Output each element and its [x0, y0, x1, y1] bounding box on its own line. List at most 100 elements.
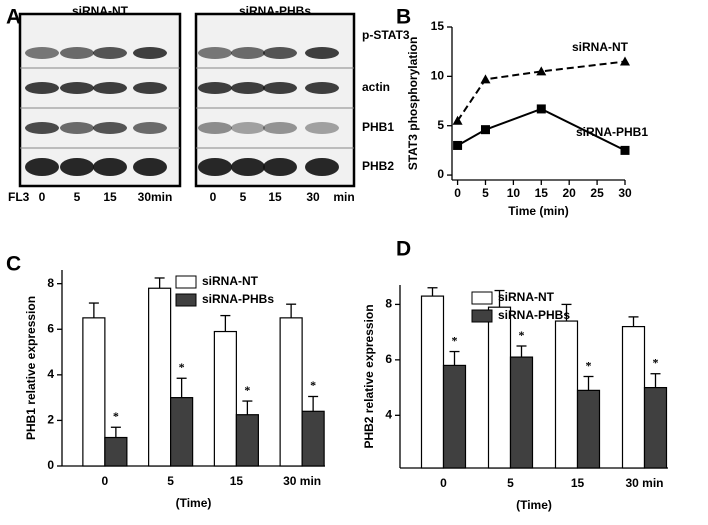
series-label: siRNA-PHB1	[576, 125, 648, 139]
blot-band	[60, 82, 94, 94]
blot-band	[60, 122, 94, 134]
time-label: 15	[103, 190, 117, 204]
x-tick-label: 30 min	[625, 476, 663, 490]
marker	[536, 104, 546, 114]
time-label: 0	[39, 190, 46, 204]
marker	[480, 74, 491, 84]
bar	[148, 287, 172, 467]
bar	[420, 295, 445, 469]
x-tick-label: 0	[102, 474, 109, 488]
treatment-label: FL3	[8, 190, 30, 204]
y-tick-label: 2	[47, 413, 54, 427]
x-tick-label: 0	[440, 476, 447, 490]
legend-swatch	[471, 309, 493, 323]
significance-mark: *	[310, 378, 316, 392]
x-tick-label: 0	[454, 186, 461, 200]
blot-band	[93, 82, 127, 94]
blot-band	[133, 122, 167, 134]
y-tick-label: 10	[431, 69, 445, 83]
blot-band	[25, 47, 59, 59]
significance-mark: *	[586, 358, 592, 372]
marker	[452, 115, 463, 125]
y-tick-label: 8	[385, 297, 392, 311]
blot-band	[231, 47, 265, 59]
blot-band	[198, 82, 232, 94]
significance-mark: *	[452, 333, 458, 347]
significance-mark: *	[179, 360, 185, 374]
x-axis-label: Time (min)	[508, 204, 568, 218]
legend-swatch	[471, 291, 493, 305]
x-tick-label: 5	[507, 476, 514, 490]
bar	[104, 436, 128, 467]
y-axis-label: PHB2 relative expression	[362, 304, 376, 448]
bar	[487, 306, 512, 469]
blot-band	[305, 122, 339, 134]
series-line	[456, 60, 626, 122]
x-tick-label: 15	[230, 474, 244, 488]
x-tick-label: 15	[535, 186, 549, 200]
series-label: siRNA-NT	[572, 40, 629, 54]
blot-row-label: actin	[362, 80, 390, 94]
bar	[576, 389, 601, 469]
blot-band	[198, 158, 232, 176]
x-tick-label: 30 min	[283, 474, 321, 488]
blot-band	[133, 158, 167, 176]
time-label: min	[333, 190, 354, 204]
bar	[301, 410, 325, 467]
blot-band	[305, 82, 339, 94]
blot-frame	[194, 12, 356, 188]
marker	[536, 66, 547, 76]
bar	[170, 397, 194, 467]
x-tick-label: 20	[563, 186, 577, 200]
panel-label: C	[6, 253, 21, 276]
bar	[509, 356, 534, 469]
blot-band	[93, 158, 127, 176]
time-label: 5	[74, 190, 81, 204]
y-tick-label: 6	[47, 321, 54, 335]
marker	[453, 140, 463, 150]
legend-label: siRNA-PHBs	[498, 308, 570, 322]
y-tick-label: 4	[385, 407, 392, 421]
blot-band	[231, 82, 265, 94]
x-axis-label: (Time)	[176, 496, 212, 510]
panel-label: A	[6, 6, 21, 29]
blot-band	[133, 82, 167, 94]
significance-mark: *	[653, 355, 659, 369]
bar	[442, 364, 467, 469]
time-label: 15	[268, 190, 282, 204]
x-tick-label: 10	[507, 186, 521, 200]
legend-label: siRNA-NT	[202, 274, 259, 288]
x-axis-label: (Time)	[516, 498, 552, 512]
x-tick-label: 5	[482, 186, 489, 200]
legend-swatch	[175, 275, 197, 289]
marker	[620, 145, 630, 155]
blot-row-label: PHB1	[362, 120, 394, 134]
blot-band	[305, 158, 339, 176]
blot-band	[263, 82, 297, 94]
y-tick-label: 4	[47, 367, 54, 381]
blot-band	[93, 122, 127, 134]
blot-band	[198, 122, 232, 134]
y-tick-label: 8	[47, 276, 54, 290]
x-tick-label: 25	[590, 186, 604, 200]
significance-mark: *	[519, 328, 525, 342]
series-line	[457, 107, 626, 152]
bar	[279, 317, 303, 467]
blot-band	[60, 158, 94, 176]
bar	[235, 414, 259, 467]
blot-band	[263, 158, 297, 176]
blot-band	[25, 82, 59, 94]
bar	[621, 325, 646, 469]
marker	[620, 56, 630, 66]
blot-band	[25, 158, 59, 176]
marker	[480, 125, 490, 135]
blot-band	[93, 47, 127, 59]
panel-label: D	[396, 238, 411, 261]
blot-row-label: p-STAT3	[362, 28, 410, 42]
blot-band	[231, 122, 265, 134]
time-label: 5	[240, 190, 247, 204]
blot-band	[133, 47, 167, 59]
blot-frame	[18, 12, 182, 188]
blot-band	[231, 158, 265, 176]
